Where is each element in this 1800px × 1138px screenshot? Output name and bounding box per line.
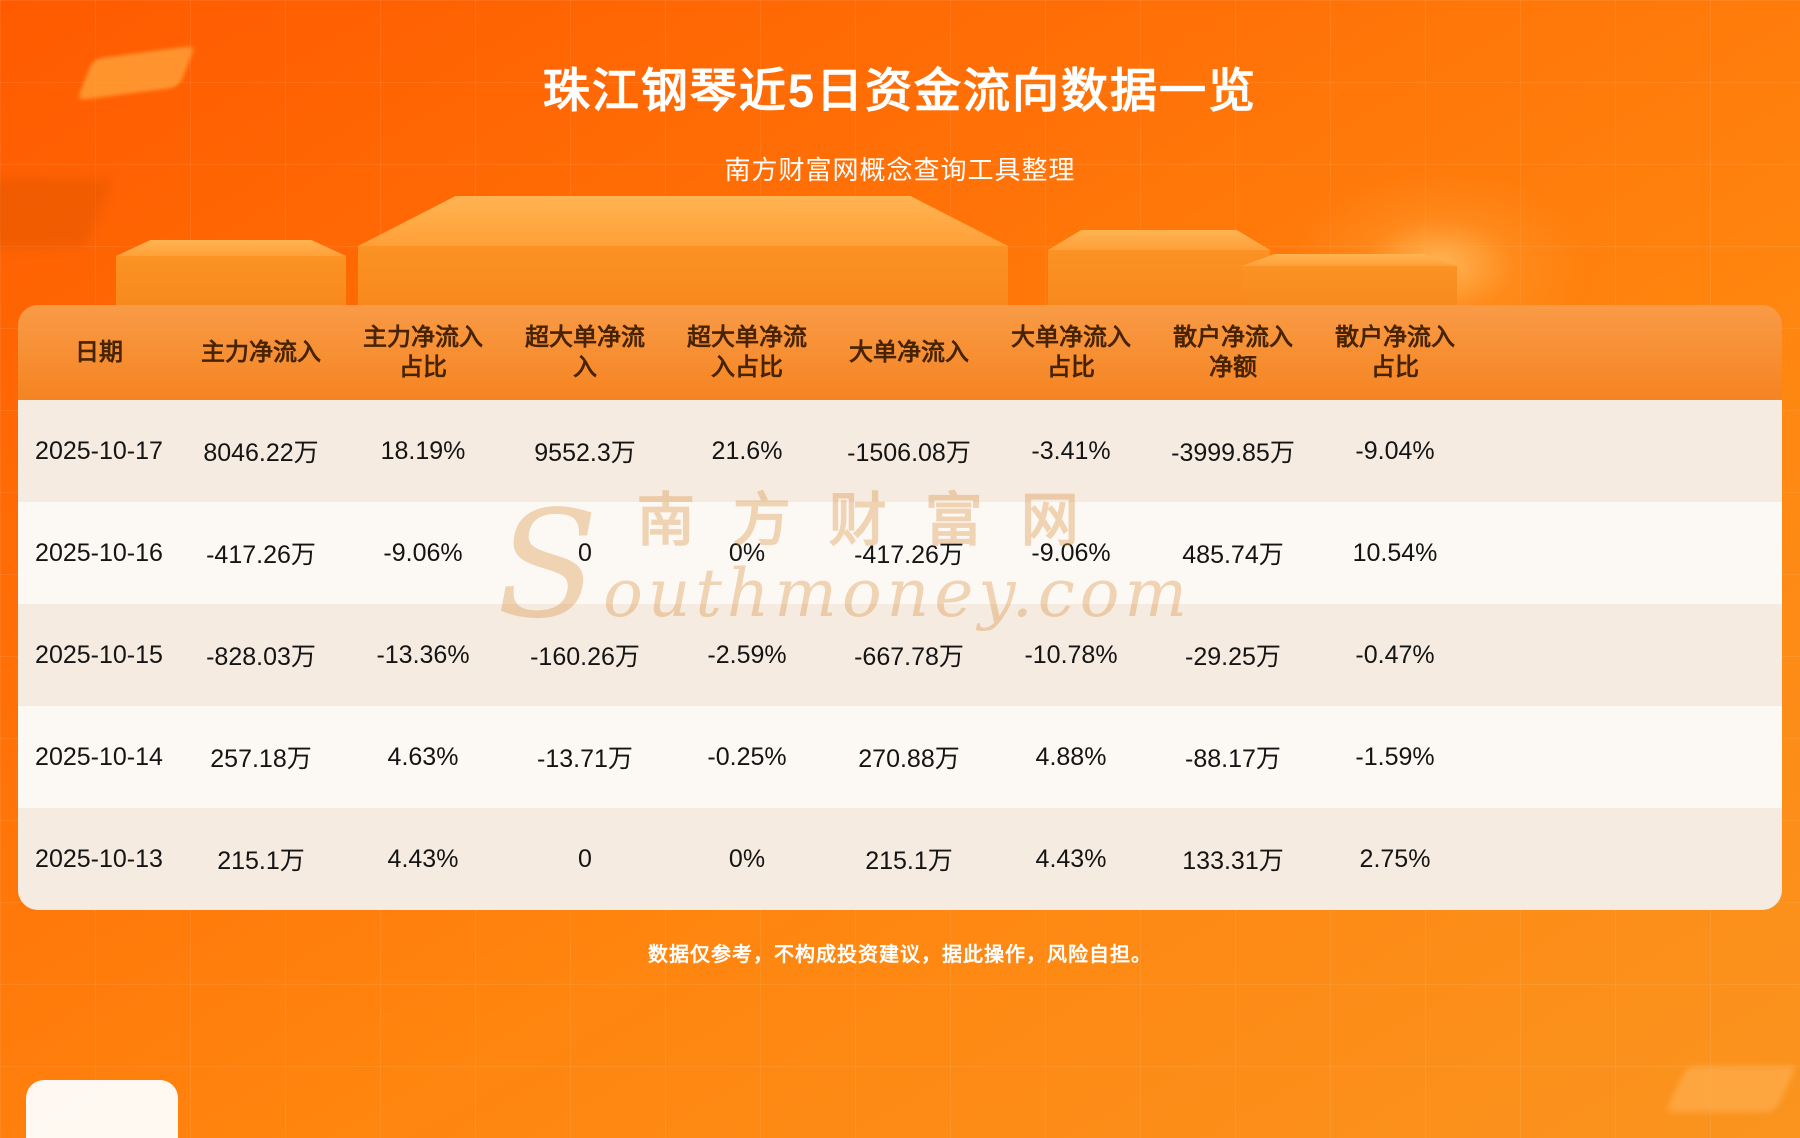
podium-front-face <box>1242 266 1457 310</box>
filler-cell <box>1476 305 1782 400</box>
value-cell: -9.04% <box>1355 436 1435 465</box>
value-cell: 2.75% <box>1359 844 1431 873</box>
corner-decoration <box>26 1080 178 1138</box>
podium-top-face <box>116 240 346 256</box>
value-cell: 257.18万 <box>210 745 312 773</box>
value-cell: 4.43% <box>1035 844 1107 873</box>
value-cell: 0% <box>728 844 766 873</box>
podium-front-face <box>116 256 346 310</box>
value-cell: 0% <box>728 538 766 567</box>
value-cell: -0.47% <box>1355 640 1435 669</box>
table-row: 2025-10-17 8046.22万 18.19% 9552.3万 21.6% -150… <box>18 400 1782 502</box>
value-cell: -88.17万 <box>1185 745 1281 773</box>
column-header: 大单净流入 占比 <box>990 305 1152 400</box>
value-cell: -417.26万 <box>206 541 316 569</box>
fund-flow-table-card: 日期 主力净流入 主力净流入 占比 超大单净流 入超大单净流 入占比 大单净流入 大单净流… <box>18 305 1782 910</box>
page-title: 珠江钢琴近5日资金流向数据一览 <box>542 64 1258 117</box>
value-cell: 4.63% <box>387 742 459 771</box>
value-cell: -828.03万 <box>206 643 316 671</box>
podium-left <box>116 240 346 310</box>
filler-cell <box>1476 502 1782 604</box>
table-row: 2025-10-16 -417.26万 -9.06% 0 0% -417.26万 -9.06… <box>18 502 1782 604</box>
filler-cell <box>1476 706 1782 808</box>
value-cell: -10.78% <box>1024 640 1118 669</box>
value-cell: -9.06% <box>1031 538 1111 567</box>
value-cell: -1506.08万 <box>847 439 971 467</box>
value-cell: 21.6% <box>711 436 783 465</box>
value-cell: -13.36% <box>376 640 470 669</box>
value-cell: -13.71万 <box>537 745 633 773</box>
date-cell: 2025-10-17 <box>35 436 163 465</box>
date-cell: 2025-10-13 <box>35 844 163 873</box>
disclaimer-text: 数据仅参考，不构成投资建议，据此操作，风险自担。 <box>648 944 1152 966</box>
value-cell: -9.06% <box>383 538 463 567</box>
fund-flow-table: 日期 主力净流入 主力净流入 占比 超大单净流 入超大单净流 入占比 大单净流入 大单净流… <box>18 305 1782 910</box>
column-header: 散户净流入 占比 <box>1314 305 1476 400</box>
value-cell: -0.25% <box>707 742 787 771</box>
value-cell: 0 <box>578 844 592 873</box>
column-header: 主力净流入 <box>180 305 342 400</box>
value-cell: 215.1万 <box>865 847 953 875</box>
column-header: 超大单净流 入占比 <box>666 305 828 400</box>
date-cell: 2025-10-15 <box>35 640 163 669</box>
table-row: 2025-10-13 215.1万 4.43% 0 0% 215.1万 4.43% 133.3… <box>18 808 1782 910</box>
value-cell: -667.78万 <box>854 643 964 671</box>
podium-center <box>358 196 1008 310</box>
column-header: 日期 <box>18 305 180 400</box>
date-cell: 2025-10-16 <box>35 538 163 567</box>
value-cell: 133.31万 <box>1182 847 1284 875</box>
value-cell: 18.19% <box>380 436 466 465</box>
decorative-shape-left <box>0 178 113 248</box>
table-header-row: 日期 主力净流入 主力净流入 占比 超大单净流 入超大单净流 入占比 大单净流入 大单净流… <box>18 305 1782 400</box>
column-header: 散户净流入 净额 <box>1152 305 1314 400</box>
podium-front-face <box>1048 250 1270 310</box>
filler-cell <box>1476 808 1782 910</box>
page-subtitle: 南方财富网概念查询工具整理 <box>724 155 1076 185</box>
table-row: 2025-10-15 -828.03万 -13.36% -160.26万 -2.59% -… <box>18 604 1782 706</box>
value-cell: 4.88% <box>1035 742 1107 771</box>
decorative-shape-bottom-right <box>1665 1066 1797 1112</box>
date-cell: 2025-10-14 <box>35 742 163 771</box>
value-cell: 10.54% <box>1352 538 1438 567</box>
podium-top-face <box>1048 230 1270 250</box>
value-cell: 485.74万 <box>1182 541 1284 569</box>
value-cell: 4.43% <box>387 844 459 873</box>
column-header: 大单净流入 <box>828 305 990 400</box>
value-cell: -1.59% <box>1355 742 1435 771</box>
value-cell: -417.26万 <box>854 541 964 569</box>
value-cell: -3.41% <box>1031 436 1111 465</box>
podium-top-face <box>358 196 1008 246</box>
value-cell: 0 <box>578 538 592 567</box>
value-cell: -3999.85万 <box>1171 439 1295 467</box>
value-cell: -160.26万 <box>530 643 640 671</box>
value-cell: 270.88万 <box>858 745 960 773</box>
podium-top-face <box>1242 254 1457 266</box>
podium-front-face <box>358 246 1008 310</box>
value-cell: -29.25万 <box>1185 643 1281 671</box>
value-cell: 215.1万 <box>217 847 305 875</box>
podium-far-right <box>1242 254 1457 310</box>
filler-cell <box>1476 604 1782 706</box>
value-cell: 9552.3万 <box>534 439 636 467</box>
filler-cell <box>1476 400 1782 502</box>
table-row: 2025-10-14 257.18万 4.63% -13.71万 -0.25% 270.8… <box>18 706 1782 808</box>
column-header: 主力净流入 占比 <box>342 305 504 400</box>
column-header: 超大单净流 入 <box>504 305 666 400</box>
value-cell: 8046.22万 <box>203 439 319 467</box>
value-cell: -2.59% <box>707 640 787 669</box>
podium-right <box>1048 230 1270 310</box>
